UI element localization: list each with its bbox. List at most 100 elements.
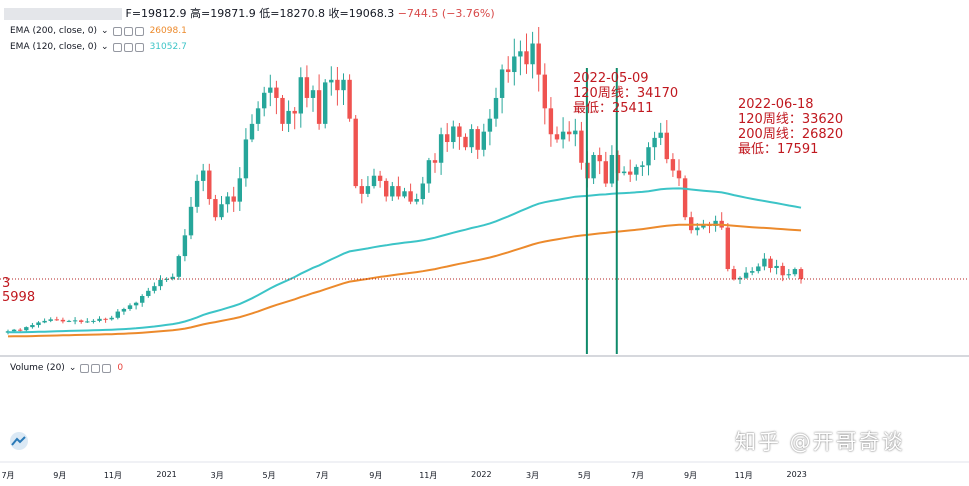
x-tick-label: 7月 bbox=[1, 471, 15, 480]
tradingview-logo-icon[interactable] bbox=[8, 432, 30, 450]
close-icon[interactable] bbox=[134, 42, 144, 52]
candle-body bbox=[414, 199, 419, 202]
candle-body bbox=[750, 271, 755, 273]
candle-body bbox=[377, 175, 383, 181]
candle-body bbox=[554, 134, 560, 140]
candle-body bbox=[237, 178, 242, 202]
candle-body bbox=[323, 82, 328, 124]
candle-body bbox=[731, 269, 737, 280]
candle-body bbox=[146, 290, 151, 297]
candle-body bbox=[353, 118, 358, 187]
annotation-line: 120周线：34170 bbox=[573, 86, 679, 101]
candle-body bbox=[475, 129, 480, 150]
low-value: =18270.8 bbox=[270, 7, 325, 20]
candlestick-series bbox=[5, 27, 804, 335]
close-value: =19068.3 bbox=[339, 7, 395, 20]
candle-body bbox=[164, 278, 169, 280]
candle-body bbox=[481, 131, 486, 150]
x-tick-label: 3月 bbox=[210, 471, 224, 480]
candle-body bbox=[54, 319, 59, 321]
chevron-down-icon[interactable]: ⌄ bbox=[68, 363, 77, 373]
candle-body bbox=[243, 139, 249, 179]
candle-body bbox=[756, 266, 761, 272]
candle-body bbox=[310, 90, 316, 98]
candle-body bbox=[798, 269, 804, 280]
chevron-down-icon[interactable]: ⌄ bbox=[101, 26, 109, 36]
x-tick-label: 2022 bbox=[471, 470, 492, 479]
candle-body bbox=[316, 90, 322, 124]
candle-body bbox=[304, 77, 310, 98]
eye-icon[interactable] bbox=[80, 363, 90, 373]
candle-body bbox=[127, 305, 133, 309]
candle-body bbox=[774, 265, 779, 269]
candle-body bbox=[18, 329, 23, 331]
candle-body bbox=[133, 302, 139, 306]
indicator-value: 0 bbox=[117, 363, 124, 373]
eye-icon[interactable] bbox=[112, 42, 122, 52]
annotation-2022-06-18: 2022-06-18 120周线：33620 200周线：26820 最低：17… bbox=[738, 97, 843, 157]
candle-body bbox=[286, 110, 291, 124]
candle-body bbox=[36, 322, 41, 326]
candle-body bbox=[329, 79, 334, 83]
candle-body bbox=[359, 186, 364, 194]
gear-icon[interactable] bbox=[91, 363, 101, 373]
candle-body bbox=[262, 92, 267, 109]
candle-body bbox=[249, 123, 255, 140]
close-label: 收 bbox=[328, 7, 340, 20]
candle-body bbox=[591, 154, 596, 179]
annotation-line: 200周线：26820 bbox=[738, 127, 844, 142]
close-icon[interactable] bbox=[102, 363, 112, 373]
candle-body bbox=[255, 108, 261, 124]
annotation-line: 2022-06-18 bbox=[738, 97, 814, 112]
indicator-volume[interactable]: Volume (20) ⌄ 0 bbox=[10, 363, 123, 373]
candle-body bbox=[567, 131, 572, 135]
open-value: F=19812.9 bbox=[125, 7, 187, 20]
candle-body bbox=[560, 131, 566, 140]
candle-body bbox=[91, 320, 96, 322]
x-tick-label: 11月 bbox=[734, 471, 753, 480]
annotation-2022-05-09: 2022-05-09 120周线：34170 最低：25411 bbox=[573, 71, 678, 116]
candle-body bbox=[280, 97, 285, 124]
candle-body bbox=[213, 199, 218, 218]
candle-body bbox=[506, 69, 511, 73]
candle-body bbox=[408, 191, 413, 202]
gear-icon[interactable] bbox=[123, 26, 133, 36]
candle-body bbox=[652, 137, 657, 148]
candle-body bbox=[658, 132, 663, 138]
candle-body bbox=[579, 130, 584, 163]
candle-body bbox=[201, 170, 206, 181]
x-tick-label: 7月 bbox=[315, 471, 329, 480]
chevron-down-icon[interactable]: ⌄ bbox=[101, 42, 109, 52]
candle-body bbox=[597, 154, 602, 162]
candle-body bbox=[140, 296, 145, 303]
x-tick-label: 5月 bbox=[262, 471, 276, 480]
candle-body bbox=[457, 126, 462, 137]
candle-body bbox=[103, 318, 108, 320]
gear-icon[interactable] bbox=[123, 42, 133, 52]
eye-icon[interactable] bbox=[112, 26, 122, 36]
candle-body bbox=[396, 186, 401, 197]
candle-body bbox=[30, 325, 35, 328]
annotation-line: 最低：17591 bbox=[738, 142, 819, 157]
x-tick-label: 5月 bbox=[577, 471, 591, 480]
indicator-ema-120[interactable]: EMA (120, close, 0) ⌄ 31052.7 bbox=[10, 42, 187, 52]
candle-body bbox=[182, 235, 188, 257]
candle-body bbox=[487, 118, 493, 132]
candle-body bbox=[109, 317, 114, 320]
x-tick-label: 3月 bbox=[526, 471, 540, 480]
candle-body bbox=[664, 132, 669, 160]
candle-body bbox=[384, 180, 389, 197]
close-icon[interactable] bbox=[134, 26, 144, 36]
candle-body bbox=[347, 79, 352, 119]
candle-body bbox=[646, 147, 651, 166]
candle-body bbox=[268, 87, 273, 93]
candle-body bbox=[335, 79, 340, 91]
x-tick-label: 11月 bbox=[103, 471, 122, 480]
candle-body bbox=[158, 279, 163, 287]
candle-body bbox=[231, 196, 236, 202]
x-tick-label: 9月 bbox=[684, 471, 698, 480]
candle-body bbox=[402, 191, 407, 197]
candle-body bbox=[792, 269, 798, 275]
indicator-ema-200[interactable]: EMA (200, close, 0) ⌄ 26098.1 bbox=[10, 26, 187, 36]
